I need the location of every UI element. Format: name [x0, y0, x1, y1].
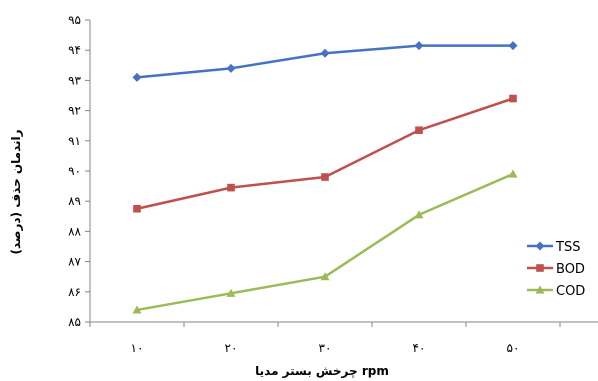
y-tick-label: ۸۶ [68, 285, 81, 299]
cod-point [226, 288, 236, 297]
y-tick-label: ۹۱ [68, 134, 81, 148]
cod-point [508, 169, 518, 178]
y-tick-label: ۹۰ [68, 164, 81, 178]
legend-bod-point [536, 264, 544, 272]
y-tick-label: ۸۸ [68, 224, 81, 238]
tss-point [132, 72, 142, 82]
legend-item-bod: BOD [527, 262, 585, 277]
y-axis-title: راندمان حذف (درصد) [9, 129, 23, 254]
cod-point [320, 272, 330, 281]
bod-point [321, 173, 329, 181]
y-tick-label: ۸۹ [68, 194, 81, 208]
x-tick-label: ۴۰ [413, 341, 426, 355]
x-tick-label: ۳۰ [319, 341, 332, 355]
cod-point [414, 210, 424, 219]
bod-line [136, 97, 514, 210]
y-tick-label: ۹۳ [68, 73, 81, 87]
bod-point [133, 204, 141, 213]
chart-axes: ۸۵ ۸۶ ۸۷ ۸۸ ۸۹ ۹۰ ۹۱ ۹۲ ۹۳ ۹۴ ۹۵ ۱۰ ۲۰ ۳۰ ۴۰ ۵۰ [68, 13, 598, 355]
y-tick-label: ۹۲ [68, 104, 81, 118]
x-axis-title: چرخش بستر مدیا rpm [255, 364, 389, 378]
tss-point [414, 41, 424, 51]
legend-tss-point [535, 241, 545, 251]
cod-point [132, 305, 142, 314]
chart-legend: TSS BOD COD [527, 240, 585, 299]
tss-point [226, 63, 236, 73]
x-tick-label: ۱۰ [131, 341, 144, 355]
legend-label: TSS [555, 240, 580, 255]
tss-point [320, 48, 330, 58]
bod-point [227, 183, 235, 192]
x-tick-label: ۲۰ [225, 341, 238, 355]
bod-point [415, 126, 423, 135]
x-tick-label: ۵۰ [507, 341, 520, 355]
bod-point [509, 94, 517, 103]
y-tick-label: ۸۷ [68, 255, 81, 269]
legend-label: COD [556, 284, 585, 299]
series-layer [132, 41, 518, 314]
legend-item-cod: COD [527, 284, 585, 299]
cod-series [132, 169, 518, 314]
cod-line [136, 172, 514, 312]
legend-label: BOD [556, 262, 585, 277]
legend-item-tss: TSS [527, 240, 580, 255]
y-tick-label: ۹۵ [68, 13, 81, 27]
tss-series [132, 41, 518, 82]
y-tick-label: ۸۵ [68, 315, 81, 329]
y-tick-label: ۹۴ [68, 43, 81, 57]
tss-point [508, 41, 518, 51]
bod-series [133, 94, 517, 213]
legend-cod-point [535, 285, 545, 294]
